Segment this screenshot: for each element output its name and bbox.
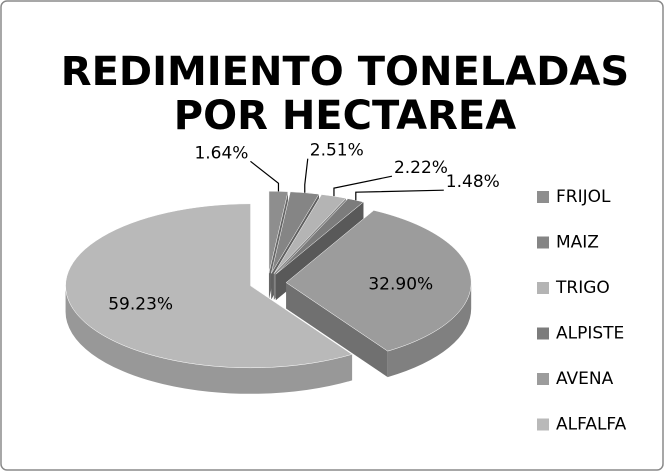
leader-line — [250, 160, 280, 192]
legend-swatch — [537, 191, 549, 203]
legend-swatch — [537, 373, 549, 385]
pie-slice — [285, 210, 472, 378]
slice-top — [273, 194, 347, 274]
leader-line — [333, 175, 393, 197]
data-label: 2.51% — [310, 141, 364, 161]
legend-swatch — [537, 236, 549, 249]
legend-label: FRIJOL — [556, 187, 611, 207]
data-label: 59.23% — [108, 294, 173, 314]
leader-line — [355, 189, 444, 201]
data-label: 32.90% — [368, 274, 433, 294]
chart-title-line2: POR HECTAREA — [174, 93, 516, 139]
legend-label: ALPISTE — [556, 324, 624, 344]
legend-swatch — [537, 327, 549, 340]
slice-wall — [286, 282, 388, 378]
chart-title-line1: REDIMIENTO TONELADAS — [61, 49, 629, 95]
legend-label: ALFALFA — [556, 415, 627, 435]
legend-swatch — [537, 418, 549, 431]
data-label: 1.48% — [446, 172, 500, 192]
legend: FRIJOL MAIZ TRIGO ALPISTE AVENA ALFALFA — [537, 187, 627, 435]
legend-swatch — [537, 282, 549, 294]
slice-top — [65, 203, 353, 369]
legend-label: TRIGO — [555, 278, 610, 298]
leader-line — [304, 158, 309, 193]
data-label: 2.22% — [394, 158, 448, 178]
data-label: 1.64% — [194, 143, 248, 163]
legend-label: AVENA — [556, 369, 614, 389]
legend-label: MAIZ — [556, 233, 599, 253]
data-labels: 1.64% 2.51% 2.22%1.48% 32.90% 59.23% — [108, 141, 500, 315]
slice-side — [387, 282, 472, 378]
slice-top — [285, 210, 472, 352]
pie-slice — [65, 203, 353, 394]
slice-top — [271, 191, 320, 274]
pie — [65, 190, 472, 394]
